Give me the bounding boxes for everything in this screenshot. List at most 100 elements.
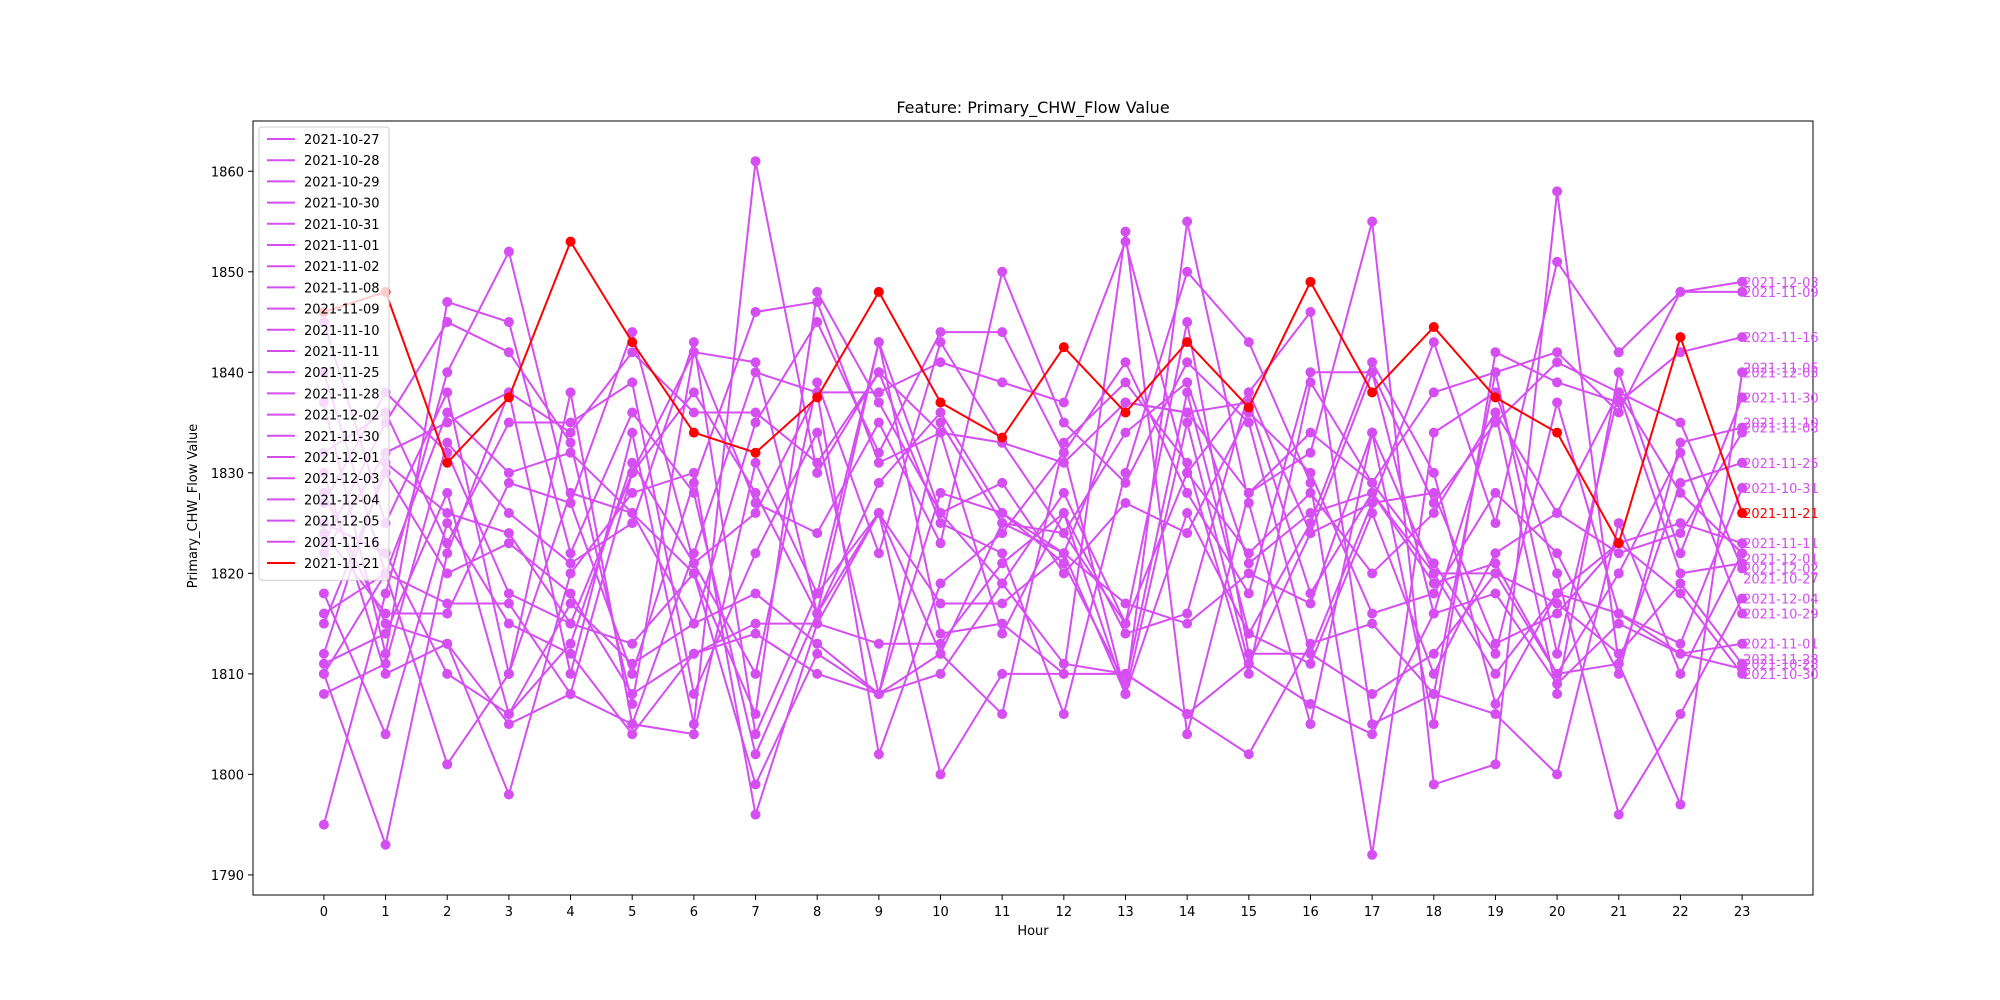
x-tick-label: 2 [443, 905, 451, 920]
data-point [1613, 809, 1624, 820]
legend-entry: 2021-11-25 [304, 366, 380, 381]
data-point [1552, 427, 1563, 438]
data-point [1613, 658, 1624, 669]
data-point [1428, 578, 1439, 589]
data-point [1737, 638, 1748, 649]
y-tick-label: 1790 [211, 869, 244, 884]
data-point [503, 668, 514, 679]
data-point [627, 427, 638, 438]
data-point [812, 608, 823, 619]
data-point [1367, 387, 1378, 398]
data-point [380, 588, 391, 599]
end-label: 2021-11-11 [1743, 537, 1819, 552]
legend-entry: 2021-11-09 [304, 303, 380, 318]
chart-title: Feature: Primary_CHW_Flow Value [896, 98, 1169, 118]
data-point [1367, 608, 1378, 619]
data-point [1675, 347, 1686, 358]
data-point [997, 598, 1008, 609]
data-point [565, 638, 576, 649]
data-point [1675, 548, 1686, 559]
end-label: 2021-11-01 [1743, 638, 1819, 653]
data-point [750, 306, 761, 317]
data-point [1737, 457, 1748, 468]
data-point [1675, 437, 1686, 448]
data-point [688, 407, 699, 418]
data-point [1120, 688, 1131, 699]
end-label: 2021-11-28 [1743, 653, 1819, 668]
legend-entry: 2021-11-21 [304, 557, 380, 572]
data-point [750, 497, 761, 508]
data-point [873, 477, 884, 488]
data-point [442, 759, 453, 770]
data-point [1120, 628, 1131, 639]
data-point [1428, 487, 1439, 498]
x-tick-label: 20 [1549, 905, 1566, 920]
data-point [997, 377, 1008, 388]
data-point [935, 578, 946, 589]
data-point [750, 417, 761, 428]
data-point [1305, 427, 1316, 438]
data-point [1120, 497, 1131, 508]
data-point [1428, 337, 1439, 348]
x-tick-label: 1 [381, 905, 389, 920]
series-line-2021-12-02 [322, 371, 1743, 736]
data-point [503, 392, 514, 403]
end-label: 2021-11-30 [1743, 391, 1819, 406]
data-point [1675, 568, 1686, 579]
data-point [1490, 699, 1501, 710]
data-point [1490, 487, 1501, 498]
data-point [442, 457, 453, 468]
legend-entry: 2021-11-16 [304, 536, 380, 551]
data-point [997, 578, 1008, 589]
data-point [1675, 518, 1686, 529]
series-line-2021-12-01 [323, 471, 1743, 816]
data-point [1367, 497, 1378, 508]
series-line-2021-11-28 [323, 351, 1743, 695]
data-point [1613, 538, 1624, 549]
data-point [688, 648, 699, 659]
data-point [750, 457, 761, 468]
data-point [1243, 402, 1254, 413]
data-point [997, 709, 1008, 720]
data-point [750, 548, 761, 559]
data-point [503, 538, 514, 549]
data-point [1737, 508, 1748, 519]
data-point [627, 508, 638, 519]
data-point [812, 467, 823, 478]
data-point [1182, 407, 1193, 418]
data-point [1552, 186, 1563, 197]
data-point [1552, 377, 1563, 388]
data-point [1182, 357, 1193, 368]
data-point [812, 392, 823, 403]
data-point [1305, 588, 1316, 599]
data-point [1305, 528, 1316, 539]
end-label: 2021-11-25 [1743, 457, 1819, 472]
data-point [565, 387, 576, 398]
data-point [873, 367, 884, 378]
data-point [1182, 337, 1193, 348]
data-point [442, 568, 453, 579]
data-point [565, 447, 576, 458]
x-tick-label: 22 [1672, 905, 1689, 920]
data-point [935, 598, 946, 609]
data-point [1613, 347, 1624, 358]
end-label: 2021-11-09 [1743, 286, 1819, 301]
legend-entry: 2021-10-27 [304, 133, 380, 148]
x-tick-label: 23 [1734, 905, 1751, 920]
data-point [1367, 367, 1378, 378]
data-point [812, 296, 823, 307]
data-point [1305, 518, 1316, 529]
x-tick-label: 4 [566, 905, 574, 920]
data-point [750, 447, 761, 458]
data-point [1675, 578, 1686, 589]
data-point [1490, 709, 1501, 720]
x-tick-label: 13 [1117, 905, 1134, 920]
series-line-2021-12-03 [322, 250, 1743, 825]
data-point [812, 377, 823, 388]
y-tick-label: 1850 [211, 266, 244, 281]
data-point [1120, 407, 1131, 418]
data-point [1305, 477, 1316, 488]
x-tick-label: 14 [1179, 905, 1196, 920]
data-point [1552, 508, 1563, 519]
data-point [1182, 528, 1193, 539]
